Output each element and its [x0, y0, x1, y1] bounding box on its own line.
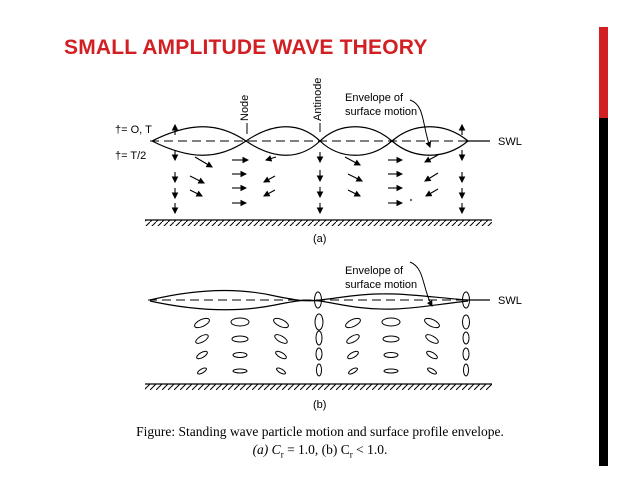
panel-a-diagram: Node Antinode Envelope of surface motion… [115, 78, 522, 245]
label-node: Node [239, 95, 251, 121]
label-swl-a: SWL [498, 136, 522, 148]
label-envelope-a-1: Envelope of [345, 92, 404, 104]
label-envelope-b-1: Envelope of [345, 265, 404, 277]
figure-caption-line1: Figure: Standing wave particle motion an… [136, 424, 504, 439]
label-time-0-t: †= O, T [115, 124, 152, 136]
panel-label-a: (a) [313, 233, 326, 245]
accent-bar-red [599, 27, 608, 118]
label-time-half-t: †= T/2 [115, 150, 146, 162]
label-swl-b: SWL [498, 295, 522, 307]
panel-label-b: (b) [313, 399, 326, 411]
surface-envelope-a2 [151, 126, 469, 156]
surface-envelope-b2 [149, 299, 469, 311]
label-envelope-a-2: surface motion [345, 106, 417, 118]
slide-title: SMALL AMPLITUDE WAVE THEORY [64, 36, 428, 59]
panel-b-diagram: Envelope of surface motion SWL (b) [145, 261, 522, 411]
surface-envelope-b1 [149, 289, 469, 302]
accent-bar-black [599, 118, 608, 466]
label-antinode: Antinode [312, 78, 324, 121]
figure-caption-line2: (a) Cr = 1.0, (b) Cr < 1.0. [252, 442, 388, 460]
label-envelope-b-2: surface motion [345, 279, 417, 291]
